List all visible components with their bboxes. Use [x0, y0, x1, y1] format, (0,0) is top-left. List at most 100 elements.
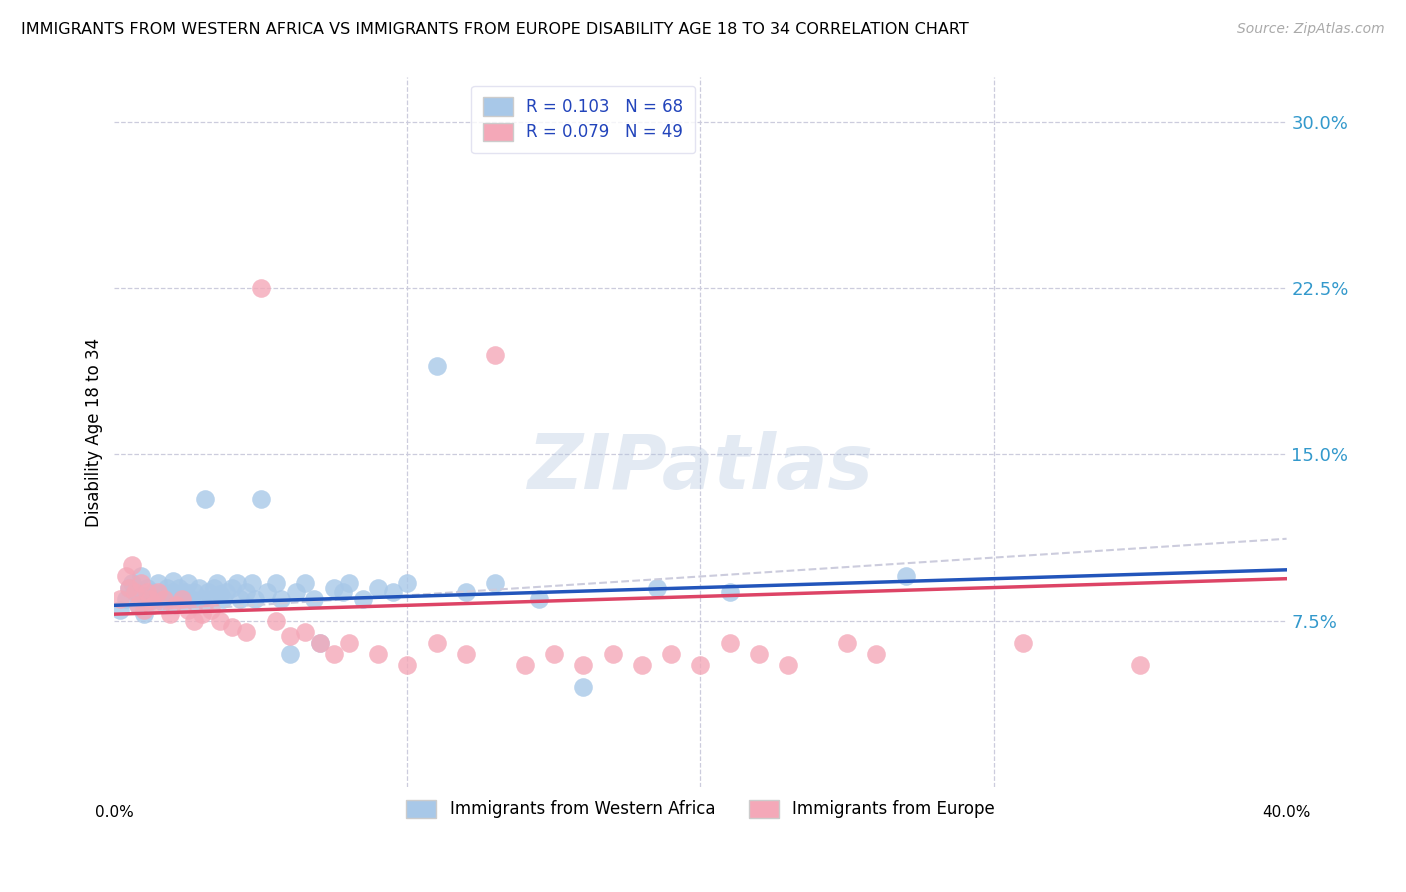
Point [200, 591, 222, 606]
Point [718, 585, 741, 599]
Text: IMMIGRANTS FROM WESTERN AFRICA VS IMMIGRANTS FROM EUROPE DISABILITY AGE 18 TO 34: IMMIGRANTS FROM WESTERN AFRICA VS IMMIGR… [21, 22, 969, 37]
Point [337, 576, 360, 591]
Point [129, 576, 152, 591]
Point [148, 576, 170, 591]
Point [529, 591, 551, 606]
Point [256, 585, 278, 599]
Point [150, 587, 173, 601]
Point [718, 636, 741, 650]
Point [278, 629, 301, 643]
Point [396, 576, 419, 591]
Point [200, 603, 222, 617]
Point [226, 576, 249, 591]
Point [323, 581, 346, 595]
Point [194, 491, 217, 506]
Point [170, 594, 193, 608]
Point [484, 576, 506, 591]
Point [121, 558, 143, 573]
Point [141, 585, 163, 599]
Point [278, 647, 301, 661]
Point [426, 636, 449, 650]
Point [115, 569, 138, 583]
Point [454, 585, 477, 599]
Point [176, 576, 198, 591]
Point [127, 599, 149, 613]
Point [110, 603, 132, 617]
Point [835, 636, 858, 650]
Point [191, 591, 214, 606]
Point [180, 591, 202, 606]
Point [250, 491, 273, 506]
Point [153, 596, 176, 610]
Point [221, 581, 243, 595]
Point [211, 591, 233, 606]
Point [426, 359, 449, 373]
Point [367, 647, 389, 661]
Point [221, 620, 243, 634]
Point [124, 585, 146, 599]
Point [229, 591, 252, 606]
Point [323, 647, 346, 661]
Point [197, 585, 219, 599]
Point [129, 569, 152, 583]
Point [332, 585, 354, 599]
Point [118, 581, 141, 595]
Point [121, 576, 143, 591]
Point [159, 591, 181, 606]
Point [243, 591, 266, 606]
Point [353, 591, 375, 606]
Point [302, 591, 325, 606]
Point [132, 607, 155, 622]
Point [132, 603, 155, 617]
Point [645, 581, 668, 595]
Point [124, 585, 146, 599]
Point [162, 574, 184, 588]
Point [208, 587, 231, 601]
Text: 40.0%: 40.0% [1263, 805, 1310, 820]
Point [141, 599, 163, 613]
Text: Source: ZipAtlas.com: Source: ZipAtlas.com [1237, 22, 1385, 37]
Point [138, 591, 160, 606]
Point [748, 647, 770, 661]
Point [235, 624, 257, 639]
Point [170, 591, 193, 606]
Point [173, 585, 195, 599]
Point [513, 658, 536, 673]
Point [367, 581, 389, 595]
Point [294, 624, 316, 639]
Point [454, 647, 477, 661]
Point [689, 658, 711, 673]
Y-axis label: Disability Age 18 to 34: Disability Age 18 to 34 [86, 338, 103, 527]
Point [148, 585, 170, 599]
Point [153, 591, 176, 606]
Point [135, 585, 157, 599]
Point [165, 590, 187, 604]
Point [135, 581, 157, 595]
Point [308, 636, 330, 650]
Point [162, 585, 184, 599]
Point [165, 599, 187, 613]
Point [250, 281, 273, 295]
Point [778, 658, 800, 673]
Point [659, 647, 682, 661]
Point [543, 647, 565, 661]
Point [183, 585, 205, 599]
Point [188, 581, 211, 595]
Point [132, 590, 155, 604]
Point [110, 591, 132, 606]
Point [631, 658, 654, 673]
Point [240, 576, 263, 591]
Point [294, 576, 316, 591]
Point [602, 647, 624, 661]
Point [337, 636, 360, 650]
Point [235, 585, 257, 599]
Point [191, 607, 214, 622]
Point [156, 581, 179, 595]
Point [865, 647, 887, 661]
Point [167, 581, 190, 595]
Point [118, 581, 141, 595]
Point [183, 614, 205, 628]
Point [1129, 658, 1152, 673]
Text: ZIPatlas: ZIPatlas [527, 431, 873, 505]
Text: 0.0%: 0.0% [96, 805, 134, 820]
